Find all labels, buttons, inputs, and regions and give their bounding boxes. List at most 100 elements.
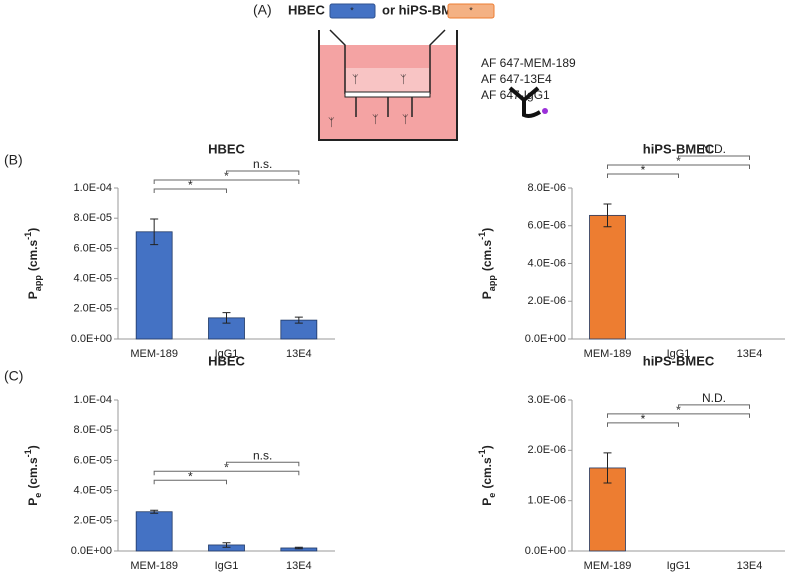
significance-label: * [676, 154, 681, 168]
x-tick-label: MEM-189 [584, 560, 632, 572]
significance-label: * [188, 469, 193, 483]
y-tick-label: 2.0E-05 [73, 515, 112, 527]
error-bar [294, 316, 303, 324]
significance-bracket [153, 479, 227, 485]
svg-text:ᛉ: ᛉ [402, 114, 409, 126]
legend-mark: * [469, 5, 473, 15]
y-tick-label: 6.0E-05 [73, 454, 112, 466]
significance-bracket [607, 164, 750, 170]
x-tick-label: IgG1 [215, 560, 239, 572]
y-axis-label-part: P [26, 291, 40, 299]
panel-label: (B) [4, 152, 23, 168]
significance-label: n.s. [253, 448, 272, 462]
legend-swatch [447, 3, 495, 19]
chart-title: hiPS-BMEC [643, 141, 715, 156]
y-tick-label: 8.0E-05 [73, 424, 112, 436]
y-tick-label: 2.0E-05 [73, 303, 112, 315]
legend-swatch [329, 3, 376, 19]
y-tick-label: 1.0E-04 [73, 394, 112, 406]
x-tick-label: IgG1 [667, 560, 691, 572]
y-axis-label-part: ) [480, 228, 494, 232]
svg-text:ᛉ: ᛉ [400, 74, 407, 86]
significance-bracket [226, 170, 300, 175]
x-tick-label: 13E4 [286, 348, 312, 360]
significance-bracket [226, 461, 300, 467]
y-axis-label-part: P [480, 498, 494, 506]
significance-bracket [607, 422, 679, 427]
chart-title: hiPS-BMEC [643, 353, 715, 368]
transwell: ᛉ ᛉ ᛉ ᛉ ᛉ [318, 29, 458, 141]
y-axis-label-part: P [26, 498, 40, 506]
y-axis-label-part: ) [26, 445, 40, 449]
y-tick-label: 0.0E+00 [71, 545, 112, 557]
antibody-icon [508, 86, 542, 118]
x-tick-label: MEM-189 [130, 348, 178, 360]
y-axis-label: Papp (cm.s-1) [477, 228, 497, 299]
y-tick-label: 2.0E-06 [527, 295, 566, 307]
antibody-dye [542, 108, 548, 114]
chart-title: HBEC [208, 353, 245, 368]
y-axis-label: Papp (cm.s-1) [23, 228, 43, 299]
panel-label: (A) [253, 2, 272, 18]
y-axis-label-part: -1 [477, 232, 487, 240]
error-bar [222, 312, 231, 324]
y-tick-label: 3.0E-06 [527, 394, 566, 406]
y-axis-label-part: (cm.s [26, 239, 40, 271]
y-axis-label: Pe (cm.s-1) [23, 445, 43, 505]
error-bar [294, 546, 303, 550]
bar [135, 511, 173, 552]
bar [589, 214, 626, 340]
y-axis-label-part: P [480, 291, 494, 299]
y-tick-label: 0.0E+00 [525, 545, 566, 557]
panel-label: (C) [4, 368, 23, 384]
significance-label: N.D. [702, 142, 726, 156]
x-tick-label: MEM-189 [584, 348, 632, 360]
y-tick-label: 6.0E-05 [73, 242, 112, 254]
svg-text:ᛉ: ᛉ [372, 114, 379, 126]
y-axis-label-part: -1 [477, 449, 487, 457]
y-axis-label-part: app [33, 275, 43, 292]
y-tick-label: 4.0E-05 [73, 273, 112, 285]
svg-text:ᛉ: ᛉ [352, 74, 359, 86]
y-axis-label-part: e [487, 493, 497, 498]
chart-title: HBEC [208, 141, 245, 156]
y-tick-label: 1.0E-06 [527, 495, 566, 507]
significance-label: n.s. [253, 157, 272, 171]
y-axis-label-part: ) [480, 445, 494, 449]
antibody-label: AF 647-13E4 [481, 72, 552, 86]
significance-bracket [678, 155, 750, 161]
y-tick-label: 8.0E-06 [527, 182, 566, 194]
x-tick-label: IgG1 [215, 348, 239, 360]
y-tick-label: 4.0E-06 [527, 257, 566, 269]
error-bar [603, 452, 612, 484]
y-axis-label-part: -1 [23, 232, 33, 240]
y-axis-label: Pe (cm.s-1) [477, 445, 497, 505]
y-tick-label: 1.0E-04 [73, 182, 112, 194]
x-tick-label: MEM-189 [130, 560, 178, 572]
significance-label: * [224, 460, 229, 474]
error-bar [150, 218, 159, 246]
antibody-label: AF 647-MEM-189 [481, 56, 576, 70]
significance-label: * [188, 178, 193, 192]
y-axis-label-part: e [33, 493, 43, 498]
significance-label: * [676, 403, 681, 417]
significance-label: N.D. [702, 391, 726, 405]
y-axis-label-part: -1 [23, 449, 33, 457]
significance-bracket [607, 173, 679, 179]
error-bar [222, 542, 231, 548]
significance-bracket [678, 404, 750, 409]
significance-bracket [153, 188, 227, 193]
y-axis-label-part: (cm.s [26, 457, 40, 489]
legend-label: HBEC [288, 2, 325, 17]
y-tick-label: 0.0E+00 [71, 333, 112, 345]
y-axis-label-part: ) [26, 228, 40, 232]
x-tick-label: 13E4 [286, 560, 312, 572]
y-tick-label: 0.0E+00 [525, 333, 566, 345]
y-axis-label-part: (cm.s [480, 239, 494, 271]
y-tick-label: 6.0E-06 [527, 220, 566, 232]
error-bar [603, 203, 612, 228]
x-tick-label: 13E4 [737, 560, 763, 572]
x-tick-label: 13E4 [737, 348, 763, 360]
